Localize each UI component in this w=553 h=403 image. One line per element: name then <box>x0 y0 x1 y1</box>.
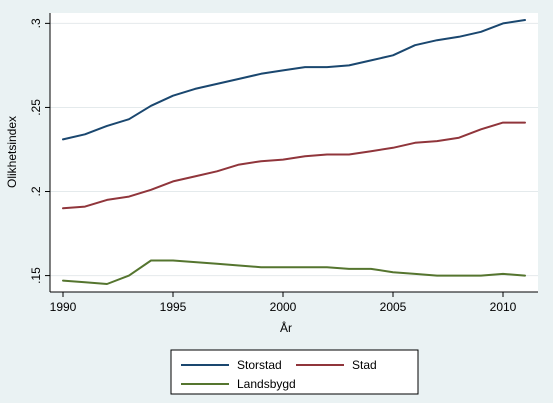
y-axis-title: Olikhetsindex <box>5 116 19 188</box>
y-tick-label: .3 <box>29 18 43 28</box>
legend-label: Storstad <box>237 358 282 372</box>
x-tick-label: 2000 <box>270 300 297 314</box>
legend-label: Stad <box>352 358 377 372</box>
series-lines <box>62 19 526 285</box>
x-tick-label: 2005 <box>380 300 407 314</box>
x-tick-label: 2010 <box>490 300 517 314</box>
x-tick-label: 1995 <box>160 300 187 314</box>
y-tick-label: .2 <box>29 186 43 196</box>
x-tick-label: 1990 <box>50 300 77 314</box>
series-line-landsbygd <box>62 259 526 285</box>
y-tick-label: .25 <box>29 99 43 116</box>
y-ticks: .15 .2 .25 .3 <box>29 18 50 284</box>
legend: Storstad Stad Landsbygd <box>170 349 419 395</box>
series-line-storstad <box>62 19 526 141</box>
legend-label: Landsbygd <box>237 377 296 391</box>
x-ticks: 1990 1995 2000 2005 2010 <box>50 292 517 314</box>
plot-area <box>50 13 538 292</box>
x-axis-title: År <box>280 320 292 335</box>
legend-box <box>170 349 419 395</box>
y-tick-label: .15 <box>29 267 43 284</box>
series-line-stad <box>62 121 526 210</box>
